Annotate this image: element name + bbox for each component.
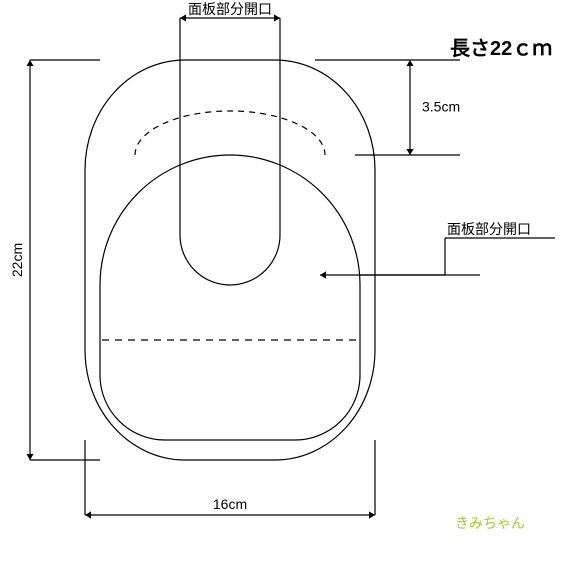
dim-side-opening-label: 面板部分開口 [447,221,531,237]
neck-opening [180,40,280,285]
dim-top-opening-label: 面板部分開口 [188,1,272,17]
credit-text: きみちゃん [455,515,525,531]
hidden-top-arc [135,111,325,155]
dim-height-label: 22cm [9,243,25,277]
body-outline [100,155,360,440]
dim-upper-depth-label: 3.5cm [422,99,460,115]
dim-width-label: 16cm [213,496,247,512]
outer-shell [85,60,375,460]
page-title: 長さ22ｃｍ [450,37,552,60]
